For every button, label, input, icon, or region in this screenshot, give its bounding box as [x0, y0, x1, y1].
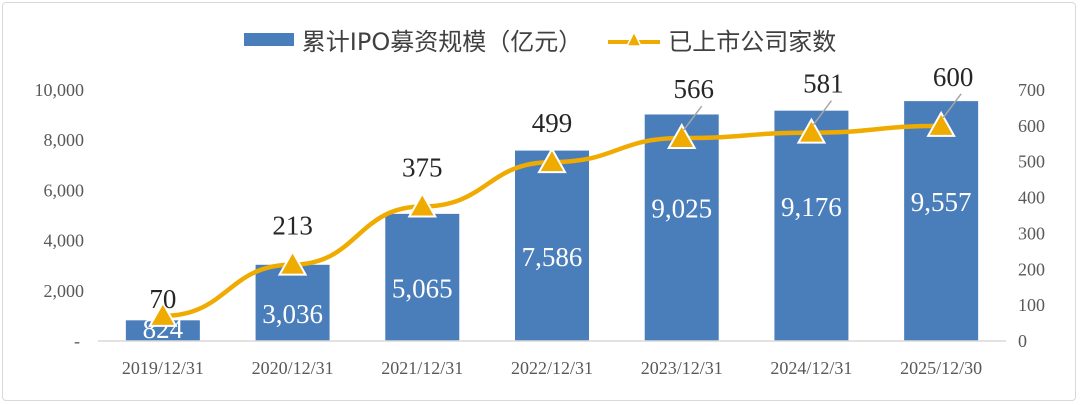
bar [515, 150, 589, 341]
left-tick-label: 2,000 [44, 281, 85, 301]
line-marker [277, 249, 308, 276]
bar [125, 320, 200, 341]
line-value-label: 581 [803, 69, 844, 99]
line-value-label: 566 [673, 74, 714, 104]
x-tick-label: 2022/12/31 [511, 358, 593, 378]
line-triangle-icon [608, 29, 661, 47]
bar [255, 264, 330, 341]
chart-frame [2, 2, 1076, 401]
right-tick-label: 600 [1018, 116, 1045, 136]
line-marker [796, 117, 827, 144]
x-tick-label: 2021/12/31 [381, 358, 463, 378]
x-tick-label: 2025/12/30 [900, 358, 982, 378]
right-tick-label: 200 [1018, 259, 1045, 279]
line-marker [667, 123, 697, 150]
line-marker [148, 300, 178, 327]
line-value-label: 70 [149, 284, 176, 314]
left-tick-label: 6,000 [44, 180, 85, 200]
right-tick-label: 700 [1018, 80, 1045, 100]
legend-label-line: 已上市公司家数 [668, 28, 837, 56]
line-value-label: 375 [402, 153, 443, 183]
line-marker [407, 191, 437, 218]
line-marker [926, 110, 956, 137]
bar-value-label: 5,065 [392, 273, 453, 303]
bar-value-label: 3,036 [262, 299, 323, 329]
x-tick-label: 2024/12/31 [770, 358, 852, 378]
bar [385, 213, 460, 341]
x-tick-label: 2023/12/31 [641, 358, 723, 378]
leader-line [942, 93, 962, 119]
bar-swatch-icon [243, 33, 294, 46]
bar [644, 114, 719, 341]
right-tick-label: 100 [1018, 295, 1045, 315]
legend: 累计IPO募资规模（亿元） 已上市公司家数 [0, 22, 1080, 57]
bar-value-label: 9,176 [781, 192, 842, 222]
bar-value-label: 7,586 [522, 242, 583, 272]
left-tick-label: - [74, 331, 80, 351]
line-marker [537, 147, 567, 174]
right-tick-label: 0 [1018, 331, 1027, 351]
legend-item-bar: 累计IPO募资规模（亿元） [243, 22, 583, 57]
line-value-label: 499 [532, 108, 573, 138]
line-value-label: 213 [272, 211, 313, 241]
left-tick-label: 8,000 [44, 130, 85, 150]
right-tick-label: 300 [1018, 223, 1045, 243]
bar [774, 110, 849, 341]
x-tick-label: 2019/12/31 [122, 358, 204, 378]
left-tick-label: 10,000 [35, 80, 85, 100]
bar-value-label: 9,025 [651, 194, 712, 224]
line-value-label: 600 [933, 62, 974, 92]
leader-line [812, 100, 833, 126]
leader-line [683, 105, 703, 131]
x-tick-label: 2020/12/31 [252, 358, 334, 378]
right-tick-label: 500 [1018, 152, 1045, 172]
bar [904, 101, 979, 342]
legend-item-line: 已上市公司家数 [608, 22, 836, 57]
right-tick-label: 400 [1018, 188, 1045, 208]
bar-value-label: 9,557 [911, 187, 972, 217]
left-tick-label: 4,000 [44, 231, 85, 251]
legend-label-bar: 累计IPO募资规模（亿元） [301, 28, 583, 56]
